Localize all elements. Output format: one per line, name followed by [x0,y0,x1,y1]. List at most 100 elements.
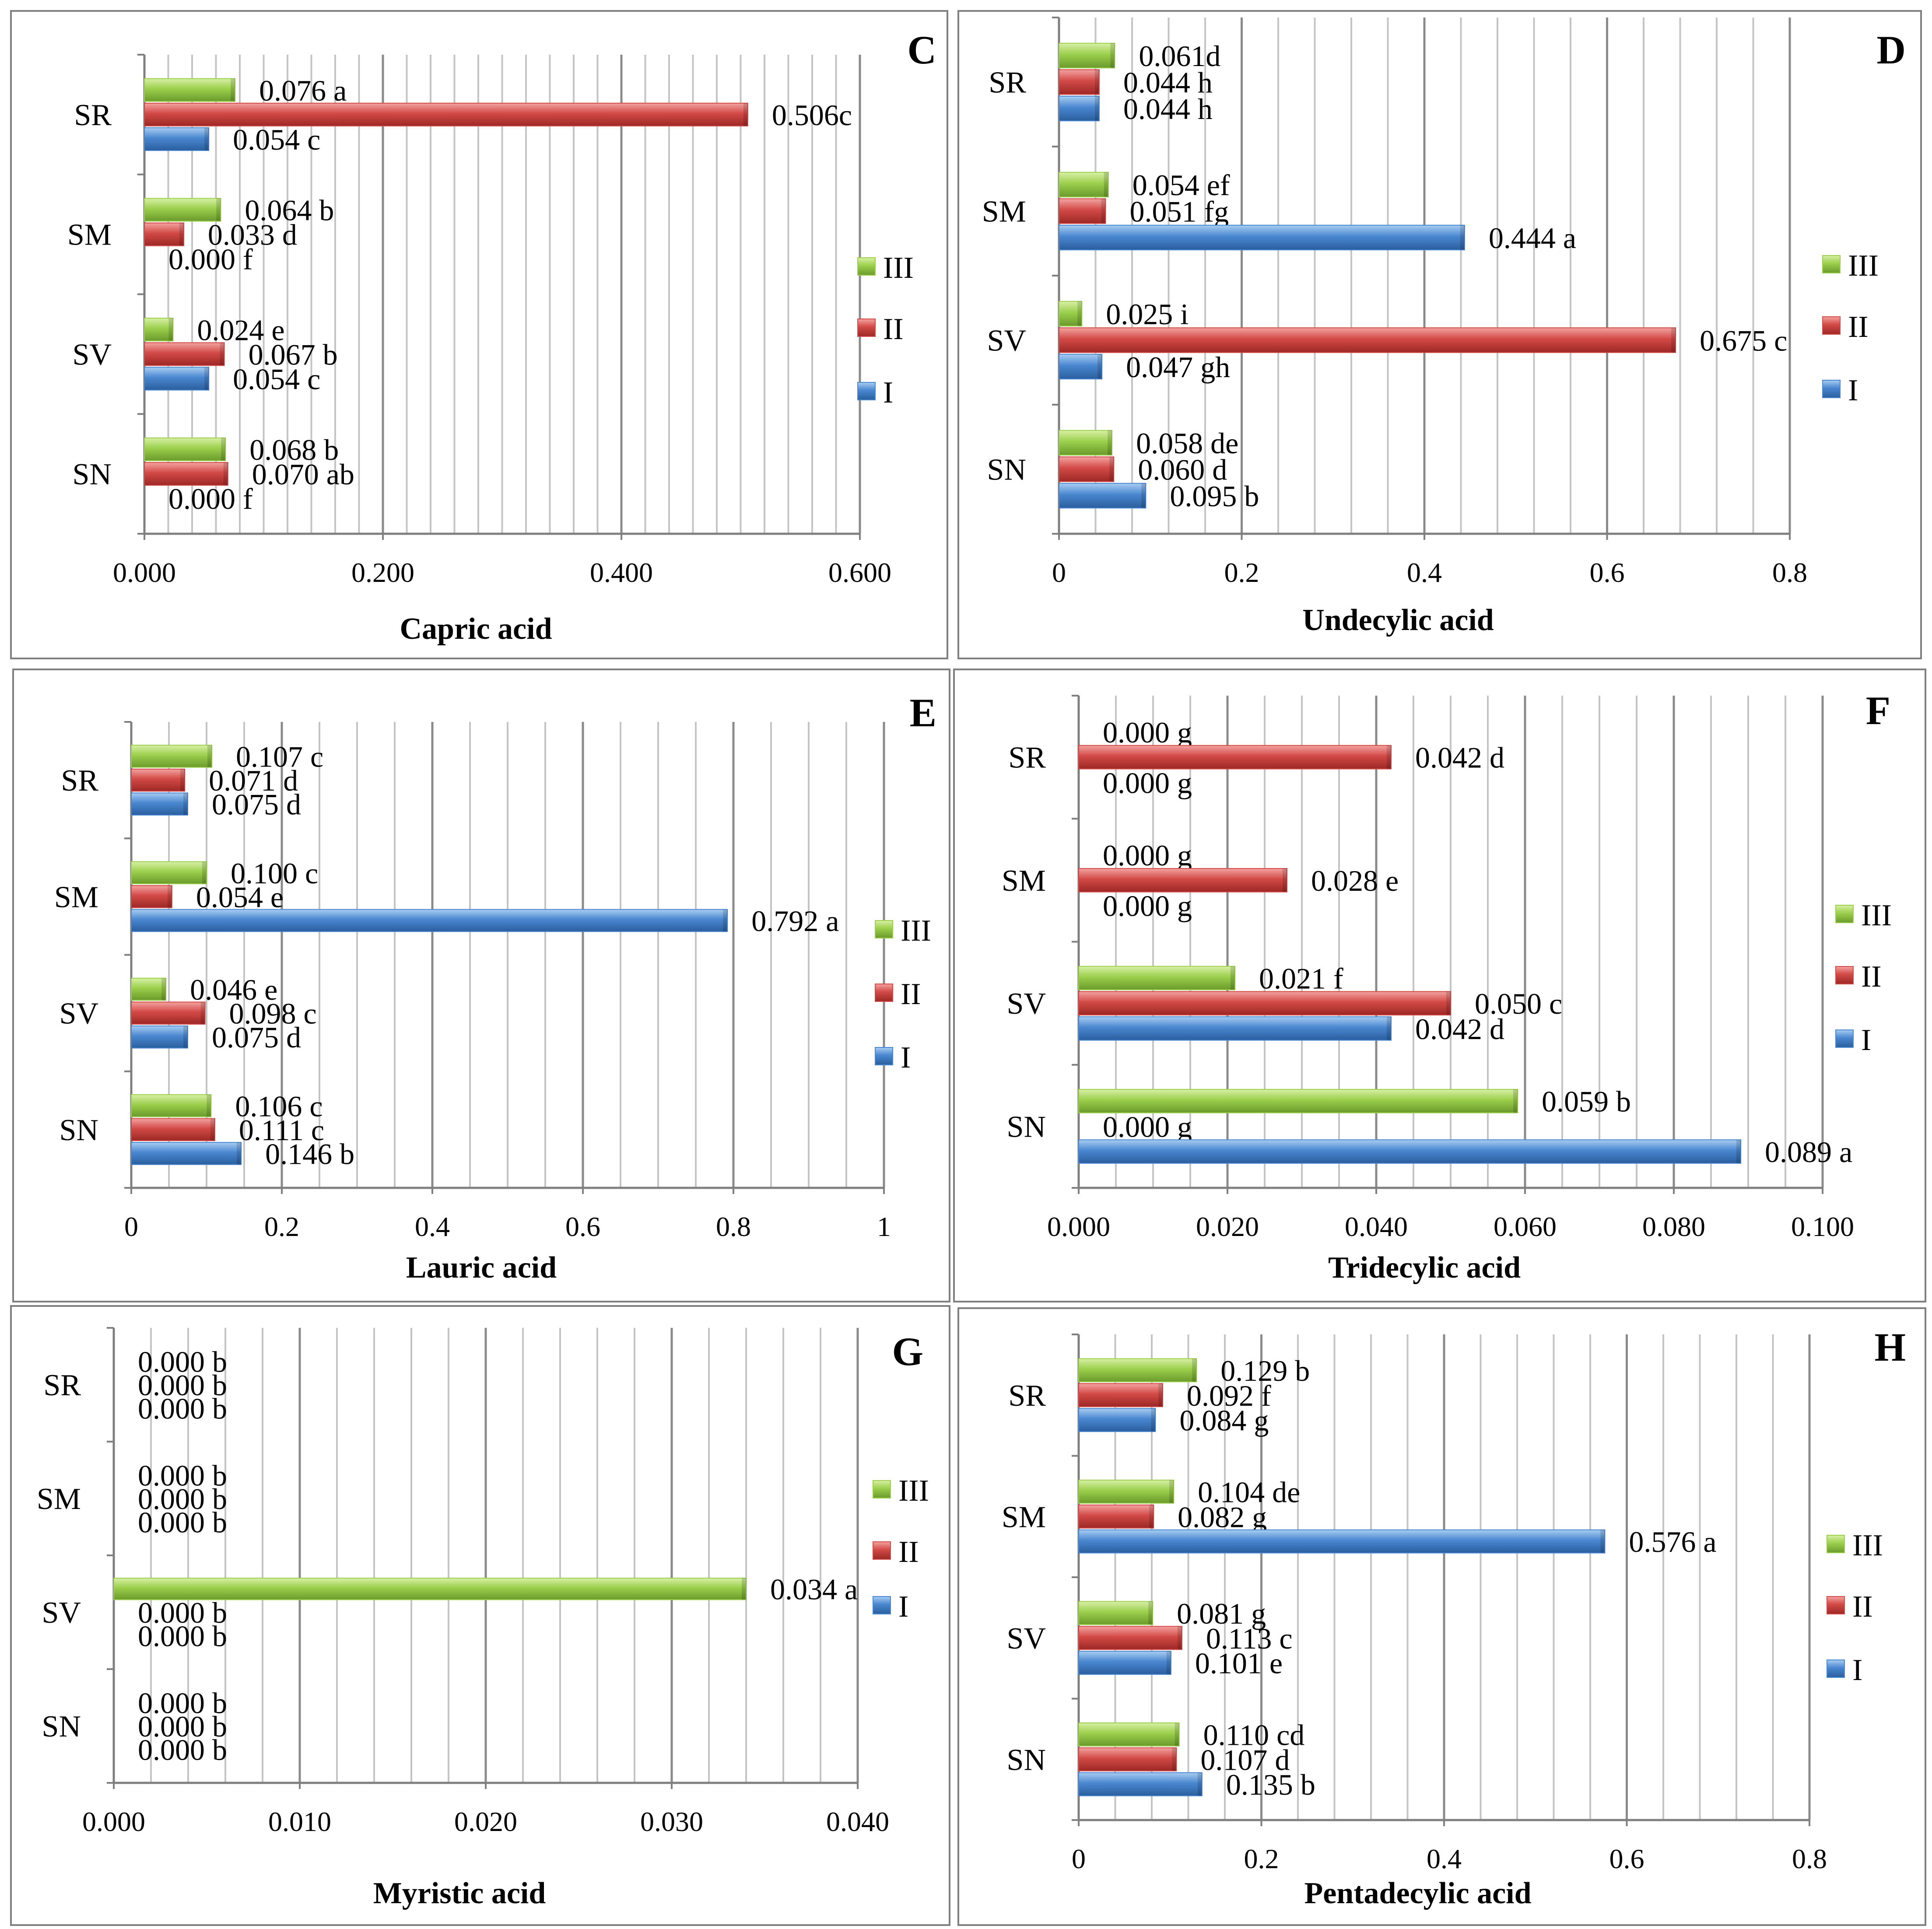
bar-SV-I [1078,1651,1171,1675]
x-axis-title: Myristic acid [373,1876,546,1910]
data-label: 0.101 e [1195,1647,1283,1680]
data-label: 0.000 b [138,1733,227,1766]
data-label: 0.028 e [1311,864,1399,897]
bar-end-shade [1097,354,1102,379]
category-label-SR: SR [74,98,112,132]
data-label: 0.000 b [138,1392,227,1425]
legend-label-III: III [1848,249,1879,283]
x-tick-label: 1 [877,1211,891,1242]
bar-end-shade [743,103,748,126]
legend-swatch-II [1835,966,1854,984]
legend-label-I: I [1848,374,1858,407]
bar-end-shade [1151,1408,1156,1432]
data-label: 0.082 g [1178,1500,1267,1533]
category-label-SR: SR [1008,741,1046,775]
bar-end-shade [1104,172,1108,197]
bar-end-shade [1175,1722,1179,1746]
bar-SV-III [113,1578,747,1600]
data-label: 0.000 b [138,1369,227,1402]
bar-end-shade [210,1118,215,1141]
panel-letter: E [910,690,936,735]
category-label-SV: SV [42,1596,81,1630]
x-tick-label: 0.4 [1427,1843,1462,1874]
panel-letter: H [1874,1325,1906,1369]
bar-SV-III [1078,966,1235,991]
panel-letter: D [1877,28,1906,72]
legend-swatch-II [857,319,876,337]
data-label: 0.107 d [1200,1743,1290,1776]
category-label-SN: SN [60,1113,98,1147]
panel-C: 0.000 0.200 0.400 0.600 SR 0.076 a 0.506c 0.054… [10,10,948,659]
data-label: 0.000 b [138,1345,227,1379]
bar-end-shade [1158,1383,1163,1407]
data-label: 0.067 b [249,338,338,371]
x-tick-label: 0.600 [828,557,891,588]
x-axis-title: Lauric acid [406,1251,557,1285]
bar-SM-III [1059,172,1109,198]
bar-SV-I [131,1025,188,1049]
data-label: 0.081 g [1177,1597,1266,1630]
bar-end-shade [161,978,166,1001]
data-label: 0.033 d [208,218,297,252]
bar-SN-I [131,1142,242,1165]
x-tick-label: 0.080 [1642,1211,1705,1242]
legend-swatch-III [1822,255,1841,273]
bar-end-shade [1169,1480,1174,1503]
legend-swatch-I [875,1047,893,1065]
bar-SR-II [144,102,748,126]
x-tick-label: 0.040 [1345,1211,1408,1242]
category-label-SV: SV [1007,1622,1046,1656]
data-label: 0.129 b [1220,1354,1310,1387]
bar-end-shade [1197,1772,1202,1796]
legend-label-II: II [1848,310,1869,344]
data-label: 0.044 h [1123,66,1213,99]
bar-end-shade [1283,868,1287,892]
bar-SN-II [1059,456,1115,482]
x-tick-label: 0.6 [565,1211,600,1242]
x-tick-label: 0.030 [640,1806,703,1837]
bar-end-shade [742,1578,746,1600]
legend-swatch-I [1822,380,1841,398]
data-label: 0.054 e [196,880,284,914]
bar-end-shade [1166,1651,1171,1675]
data-label: 0.025 i [1106,298,1189,331]
legend-swatch-III [1827,1535,1845,1553]
data-label: 0.047 gh [1126,350,1230,384]
bar-SM-III [144,198,221,222]
legend-swatch-II [875,984,893,1002]
legend-swatch-I [1827,1659,1845,1678]
bar-SR-III [131,745,213,768]
bar-SN-III [144,437,226,462]
panel-border [953,669,1926,1302]
category-label-SR: SR [61,764,98,798]
data-label: 0.000 f [168,243,253,276]
data-label: 0.024 e [197,313,284,347]
data-label: 0.000 b [138,1687,227,1720]
bar-end-shade [1736,1140,1741,1163]
category-label-SM: SM [37,1482,81,1516]
bar-end-shade [207,1095,211,1117]
x-tick-label: 0.040 [826,1806,889,1837]
category-label-SM: SM [982,195,1026,229]
legend-label-II: II [1852,1590,1873,1624]
x-tick-label: 0.100 [1791,1211,1854,1242]
data-label: 0.000 b [138,1596,227,1629]
bar-SM-I [1078,1529,1606,1554]
bar-end-shade [220,343,224,366]
bar-end-shade [1387,745,1391,769]
bar-SM-I [131,909,728,932]
x-axis-title: Tridecylic acid [1328,1251,1521,1285]
data-label: 0.075 d [212,788,301,821]
bar-end-shade [1231,966,1235,990]
data-label: 0.107 c [236,740,323,774]
legend-swatch-I [857,382,876,400]
data-label: 0.089 a [1765,1135,1852,1169]
bar-end-shade [180,769,185,791]
bar-SN-III [1059,430,1113,456]
data-label: 0.792 a [751,904,839,938]
category-label-SN: SN [42,1710,81,1743]
bar-SN-II [131,1118,215,1141]
data-label: 0.506c [772,98,852,132]
data-label: 0.675 c [1700,324,1787,357]
bar-end-shade [1172,1747,1177,1771]
